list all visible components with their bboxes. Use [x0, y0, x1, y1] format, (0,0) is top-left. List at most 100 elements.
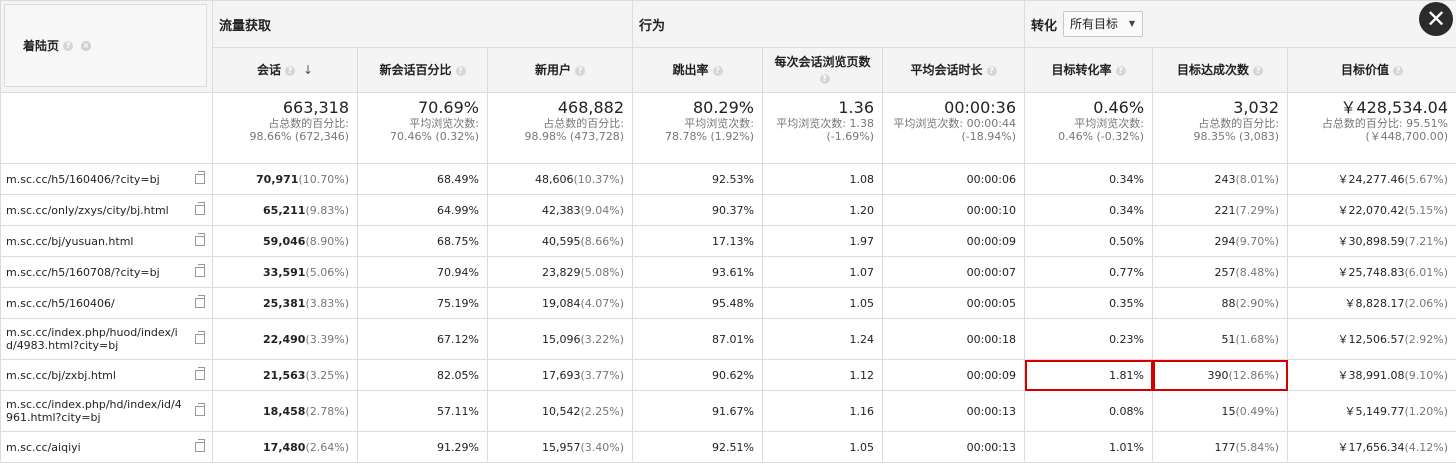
- goal-conv-rate-cell: 0.08%: [1025, 391, 1153, 432]
- pages-per-session-cell: 1.97: [763, 226, 883, 257]
- new-users-cell: 10,542(2.25%): [488, 391, 633, 432]
- bounce-rate-cell: 87.01%: [633, 319, 763, 360]
- goal-select-dropdown[interactable]: 所有目标▼: [1063, 11, 1143, 37]
- goal-completions-cell: 243(8.01%): [1153, 164, 1288, 195]
- col-goal-conversion-rate[interactable]: 目标转化率?: [1025, 48, 1153, 93]
- landing-page-link[interactable]: m.sc.cc/index.php/hd/index/id/4961.html?…: [1, 391, 213, 432]
- avg-duration-cell: 00:00:09: [883, 226, 1025, 257]
- sessions-cell: 65,211(9.83%): [213, 195, 358, 226]
- goal-value-cell: ￥38,991.08(9.10%): [1288, 360, 1456, 391]
- col-goal-completions[interactable]: 目标达成次数?: [1153, 48, 1288, 93]
- open-in-new-icon[interactable]: [195, 267, 205, 277]
- landing-page-link[interactable]: m.sc.cc/index.php/huod/index/id/4983.htm…: [1, 319, 213, 360]
- open-in-new-icon[interactable]: [195, 298, 205, 308]
- question-circle-icon[interactable]: ?: [1253, 66, 1263, 76]
- open-in-new-icon[interactable]: [195, 174, 205, 184]
- open-in-new-icon[interactable]: [195, 406, 205, 416]
- avg-duration-cell: 00:00:09: [883, 360, 1025, 391]
- col-pages-per-session[interactable]: 每次会话浏览页数?: [763, 48, 883, 93]
- avg-duration-cell: 00:00:13: [883, 391, 1025, 432]
- new-session-pct-cell: 70.94%: [358, 257, 488, 288]
- goal-value-cell: ￥17,656.34(4.12%): [1288, 432, 1456, 463]
- goal-conv-rate-cell: 0.35%: [1025, 288, 1153, 319]
- new-users-cell: 23,829(5.08%): [488, 257, 633, 288]
- caret-down-icon: ▼: [1129, 12, 1135, 36]
- landing-page-link[interactable]: m.sc.cc/bj/yusuan.html: [1, 226, 213, 257]
- landing-page-link[interactable]: m.sc.cc/h5/160708/?city=bj: [1, 257, 213, 288]
- open-in-new-icon[interactable]: [195, 205, 205, 215]
- goal-conv-rate-cell: 1.81%: [1025, 360, 1153, 391]
- question-circle-icon[interactable]: ?: [285, 66, 295, 76]
- sessions-cell: 59,046(8.90%): [213, 226, 358, 257]
- landing-page-link[interactable]: m.sc.cc/bj/zxbj.html: [1, 360, 213, 391]
- question-circle-icon[interactable]: ?: [456, 66, 466, 76]
- goal-completions-cell: 294(9.70%): [1153, 226, 1288, 257]
- pages-per-session-cell: 1.05: [763, 288, 883, 319]
- question-circle-icon[interactable]: ?: [713, 66, 723, 76]
- sessions-cell: 18,458(2.78%): [213, 391, 358, 432]
- bounce-rate-cell: 91.67%: [633, 391, 763, 432]
- avg-duration-cell: 00:00:18: [883, 319, 1025, 360]
- table-row[interactable]: m.sc.cc/index.php/huod/index/id/4983.htm…: [1, 319, 1456, 360]
- goal-completions-cell: 177(5.84%): [1153, 432, 1288, 463]
- bounce-rate-cell: 17.13%: [633, 226, 763, 257]
- goal-completions-cell: 390(12.86%): [1153, 360, 1288, 391]
- new-users-cell: 40,595(8.66%): [488, 226, 633, 257]
- col-sessions[interactable]: 会话?↓: [213, 48, 358, 93]
- open-in-new-icon[interactable]: [195, 370, 205, 380]
- landing-page-dimension[interactable]: 着陆页 ? ×: [4, 4, 207, 87]
- col-bounce-rate[interactable]: 跳出率?: [633, 48, 763, 93]
- open-in-new-icon[interactable]: [195, 442, 205, 452]
- pages-per-session-cell: 1.08: [763, 164, 883, 195]
- avg-duration-cell: 00:00:05: [883, 288, 1025, 319]
- pages-per-session-cell: 1.24: [763, 319, 883, 360]
- question-circle-icon[interactable]: ?: [820, 74, 830, 84]
- question-circle-icon[interactable]: ?: [1116, 66, 1126, 76]
- landing-page-link[interactable]: m.sc.cc/h5/160406/: [1, 288, 213, 319]
- question-circle-icon[interactable]: ?: [987, 66, 997, 76]
- goal-completions-cell: 257(8.48%): [1153, 257, 1288, 288]
- open-in-new-icon[interactable]: [195, 236, 205, 246]
- table-row[interactable]: m.sc.cc/h5/160406/25,381(3.83%)75.19%19,…: [1, 288, 1456, 319]
- col-new-users[interactable]: 新用户?: [488, 48, 633, 93]
- remove-dimension-icon[interactable]: ×: [81, 41, 91, 51]
- question-circle-icon[interactable]: ?: [575, 66, 585, 76]
- goal-conv-rate-cell: 1.01%: [1025, 432, 1153, 463]
- question-circle-icon[interactable]: ?: [1393, 66, 1403, 76]
- goal-conv-rate-cell: 0.50%: [1025, 226, 1153, 257]
- goal-value-cell: ￥25,748.83(6.01%): [1288, 257, 1456, 288]
- col-new-session-pct[interactable]: 新会话百分比?: [358, 48, 488, 93]
- bounce-rate-cell: 90.62%: [633, 360, 763, 391]
- landing-page-label: 着陆页: [23, 37, 59, 54]
- bounce-rate-cell: 93.61%: [633, 257, 763, 288]
- new-users-cell: 15,957(3.40%): [488, 432, 633, 463]
- new-session-pct-cell: 91.29%: [358, 432, 488, 463]
- goal-value-cell: ￥8,828.17(2.06%): [1288, 288, 1456, 319]
- col-goal-value[interactable]: 目标价值?: [1288, 48, 1456, 93]
- landing-page-link[interactable]: m.sc.cc/aiqiyi: [1, 432, 213, 463]
- arrow-down-icon[interactable]: ↓: [303, 63, 313, 77]
- table-row[interactable]: m.sc.cc/index.php/hd/index/id/4961.html?…: [1, 391, 1456, 432]
- avg-duration-cell: 00:00:07: [883, 257, 1025, 288]
- acquisition-group-header: 流量获取: [213, 1, 633, 48]
- col-avg-session-duration[interactable]: 平均会话时长?: [883, 48, 1025, 93]
- question-circle-icon[interactable]: ?: [63, 41, 73, 51]
- pages-per-session-cell: 1.12: [763, 360, 883, 391]
- new-session-pct-cell: 82.05%: [358, 360, 488, 391]
- landing-page-link[interactable]: m.sc.cc/only/zxys/city/bj.html: [1, 195, 213, 226]
- landing-page-link[interactable]: m.sc.cc/h5/160406/?city=bj: [1, 164, 213, 195]
- new-users-cell: 17,693(3.77%): [488, 360, 633, 391]
- close-icon[interactable]: ✕: [1419, 2, 1453, 36]
- new-users-cell: 48,606(10.37%): [488, 164, 633, 195]
- total-new-session-pct: 70.69%平均浏览次数:70.46% (0.32%): [358, 93, 488, 164]
- open-in-new-icon[interactable]: [195, 334, 205, 344]
- conversion-group-header: 转化 所有目标▼: [1025, 1, 1456, 48]
